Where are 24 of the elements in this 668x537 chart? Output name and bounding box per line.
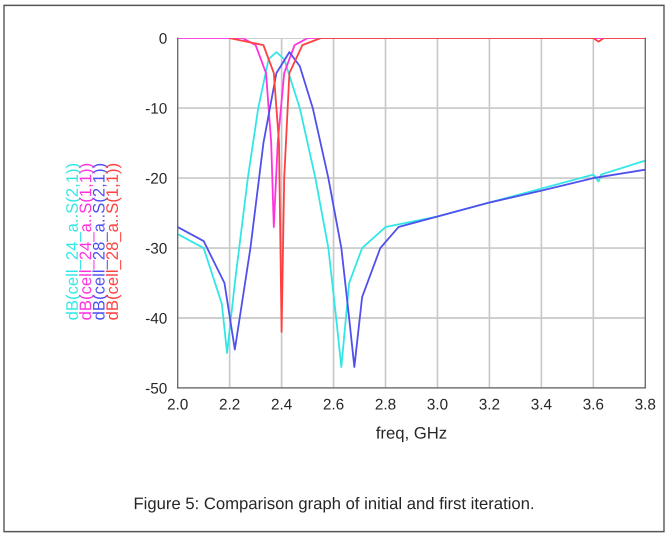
y-tick-label: -30: [146, 242, 167, 254]
text: dB(cell_28_a..S(2,1)): [92, 164, 108, 320]
x-tick-label: 2.4: [272, 398, 292, 410]
x-tick-label: 2.8: [376, 398, 396, 410]
x-tick-label: 3.4: [531, 398, 552, 410]
y-tick-label: -20: [146, 172, 167, 184]
x-tick-label: 3.2: [479, 398, 500, 410]
x-tick-label: 3.0: [427, 398, 448, 410]
y-tick-label: -50: [146, 382, 167, 394]
line-series: [228, 38, 646, 333]
x-tick-label: 2.0: [168, 398, 188, 410]
x-axis-title: freq, GHz: [376, 426, 446, 442]
x-tick-label: 2.2: [220, 398, 240, 410]
x-tick-label: 2.6: [324, 398, 344, 410]
text: dB(cell_24_a..S(2,1)): [66, 164, 82, 320]
y-tick-label: 0: [159, 32, 167, 44]
x-tick-label: 3.8: [635, 398, 656, 410]
caption: Figure 5: Comparison graph of initial and first iteration.: [134, 497, 534, 513]
y-tick-label: -10: [146, 102, 167, 114]
line-series: [178, 51, 646, 368]
x-tick-label: 3.6: [583, 398, 604, 410]
y-tick-label: -40: [146, 312, 167, 324]
text: dB(cell_24_a..S(1,1)): [79, 164, 95, 320]
text: dB(cell_28_a..S(1,1)): [106, 164, 122, 320]
